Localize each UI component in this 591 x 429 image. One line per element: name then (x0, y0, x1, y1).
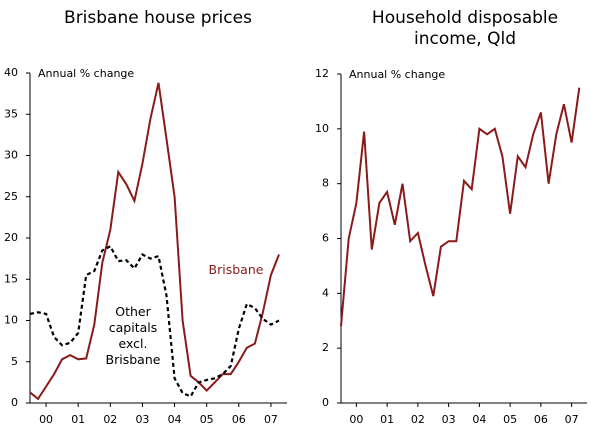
x-tick-label: 03 (135, 413, 149, 426)
series-label: Other capitals excl. Brisbane (105, 304, 161, 367)
y-tick-label: 20 (4, 231, 18, 244)
y-tick-label: 0 (322, 396, 329, 409)
y-tick-label: 15 (4, 272, 18, 285)
y-tick-label: 4 (322, 286, 329, 299)
x-tick-label: 04 (472, 413, 486, 426)
y-tick-label: 35 (4, 107, 18, 120)
x-tick-label: 02 (103, 413, 117, 426)
series-label: Brisbane (208, 262, 264, 277)
x-tick-label: 01 (380, 413, 394, 426)
x-tick-label: 07 (565, 413, 579, 426)
y-tick-label: 40 (4, 66, 18, 79)
y-tick-label: 12 (315, 67, 329, 80)
line-series (29, 82, 280, 401)
y-tick-label: 6 (322, 232, 329, 245)
y-tick-label: 10 (315, 122, 329, 135)
x-tick-label: 05 (503, 413, 517, 426)
chart-title: Brisbane house prices (64, 8, 252, 28)
x-tick-label: 06 (232, 413, 246, 426)
x-tick-label: 01 (71, 413, 85, 426)
y-tick-label: 2 (322, 341, 329, 354)
y-tick-label: 5 (11, 355, 18, 368)
x-tick-label: 04 (168, 413, 182, 426)
chart-title: Household disposable income, Qld (371, 8, 559, 49)
line-series (340, 87, 581, 327)
x-tick-label: 07 (264, 413, 278, 426)
y-axis-label: Annual % change (349, 68, 445, 81)
y-tick-label: 0 (11, 396, 18, 409)
y-tick-label: 10 (4, 314, 18, 327)
x-tick-label: 05 (200, 413, 214, 426)
y-tick-label: 30 (4, 149, 18, 162)
y-axis-label: Annual % change (38, 67, 134, 80)
x-tick-label: 02 (411, 413, 425, 426)
x-tick-label: 03 (442, 413, 456, 426)
x-tick-label: 00 (39, 413, 53, 426)
y-tick-label: 8 (322, 177, 329, 190)
x-tick-label: 06 (534, 413, 548, 426)
x-tick-label: 00 (349, 413, 363, 426)
y-tick-label: 25 (4, 190, 18, 203)
